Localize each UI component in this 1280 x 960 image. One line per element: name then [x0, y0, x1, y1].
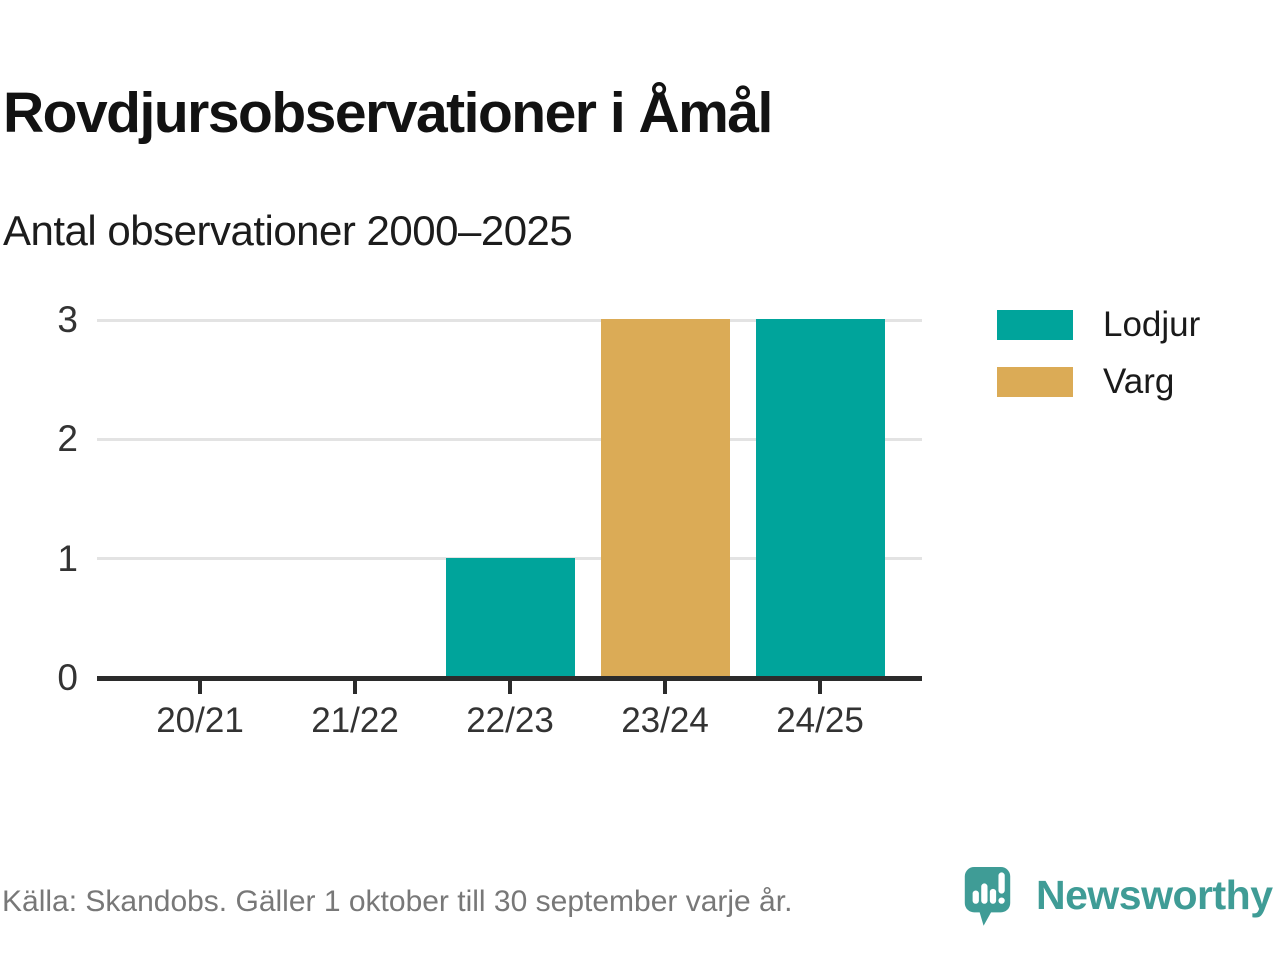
bar-lodjur-24/25 — [755, 319, 885, 677]
chart-title: Rovdjursobservationer i Åmål — [3, 81, 773, 146]
legend-item-lodjur: Lodjur — [997, 305, 1201, 344]
logo-bar-2 — [981, 883, 988, 904]
legend-label-lodjur: Lodjur — [1103, 305, 1201, 344]
logo-bar-1 — [972, 890, 979, 904]
bar-varg-23/24 — [600, 319, 730, 677]
y-axis-tick-label: 0 — [57, 657, 78, 698]
x-axis-tick-label: 20/21 — [156, 701, 244, 740]
x-axis-tick — [353, 680, 357, 694]
chart-subtitle: Antal observationer 2000–2025 — [3, 206, 573, 254]
logo-exclamation-bar — [998, 872, 1005, 894]
legend-swatch-varg — [997, 367, 1073, 397]
source-note: Källa: Skandobs. Gäller 1 oktober till 3… — [2, 885, 793, 918]
gridline — [97, 437, 922, 441]
legend-label-varg: Varg — [1103, 362, 1175, 401]
newsworthy-logo-icon — [964, 866, 1011, 926]
x-axis-tick-label: 21/22 — [311, 701, 399, 740]
x-axis-tick — [818, 680, 822, 694]
x-axis-tick — [508, 680, 512, 694]
gridline — [97, 318, 922, 322]
y-axis-tick-label: 3 — [57, 299, 78, 340]
logo-exclamation-dot — [998, 897, 1005, 904]
x-axis-tick — [663, 680, 667, 694]
x-axis-tick-label: 23/24 — [621, 701, 709, 740]
legend: Lodjur Varg — [997, 305, 1201, 422]
logo-bar-3 — [989, 888, 997, 904]
newsworthy-wordmark: Newsworthy — [1036, 872, 1273, 918]
legend-swatch-lodjur — [997, 310, 1073, 340]
legend-item-varg: Varg — [997, 362, 1200, 401]
bar-lodjur-22/23 — [445, 557, 575, 677]
y-axis-tick-label: 2 — [57, 418, 78, 460]
x-axis-tick-label: 22/23 — [466, 701, 554, 740]
x-axis-line — [97, 675, 922, 681]
x-axis-tick — [198, 680, 202, 694]
x-axis-tick-label: 24/25 — [776, 701, 864, 740]
y-axis-tick-label: 1 — [57, 537, 78, 579]
